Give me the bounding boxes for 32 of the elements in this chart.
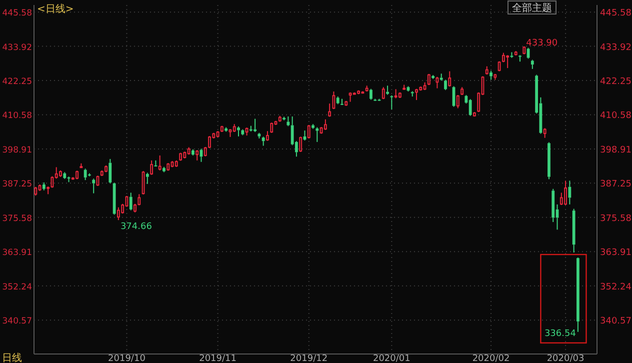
y2-tick-label: 422.25 (600, 77, 632, 88)
y2-tick-label: 387.25 (600, 180, 632, 190)
y-tick-label: 363.91 (2, 248, 32, 258)
annotation: 433.90 (526, 38, 558, 48)
y-tick-label: 445.58 (2, 8, 32, 19)
annotation: 374.66 (120, 222, 152, 232)
y2-tick-label: 375.58 (600, 214, 632, 224)
y-tick-label: 340.57 (2, 316, 32, 327)
y2-tick-label: 445.58 (600, 8, 632, 19)
y2-tick-label: 410.58 (600, 111, 632, 122)
x-tick-label: 2020/01 (372, 354, 410, 363)
y-tick-label: 375.58 (2, 214, 32, 224)
chart-title: <日线> (37, 3, 74, 15)
x-tick-label: 2020/02 (472, 354, 510, 363)
y-tick-label: 387.25 (2, 180, 32, 190)
y-tick-label: 352.24 (2, 282, 32, 292)
y-tick-label: 398.91 (2, 145, 32, 156)
y2-tick-label: 433.92 (600, 42, 632, 53)
x-tick-label: 2020/03 (546, 354, 584, 363)
text: 日线 (2, 352, 22, 363)
y-tick-label: 433.92 (2, 42, 32, 53)
y2-tick-label: 340.57 (600, 316, 632, 327)
x-tick-label: 2019/12 (290, 354, 328, 363)
annotation: 336.54 (544, 328, 576, 339)
y2-tick-label: 398.91 (600, 145, 632, 156)
x-tick-label: 2019/11 (199, 354, 236, 363)
y-tick-label: 410.58 (2, 111, 32, 122)
annotation: 全部主题 (512, 2, 552, 14)
x-tick-label: 2019/10 (108, 354, 146, 363)
y-tick-label: 422.25 (2, 77, 32, 88)
y2-tick-label: 363.91 (600, 248, 632, 258)
y2-tick-label: 352.24 (600, 282, 632, 292)
